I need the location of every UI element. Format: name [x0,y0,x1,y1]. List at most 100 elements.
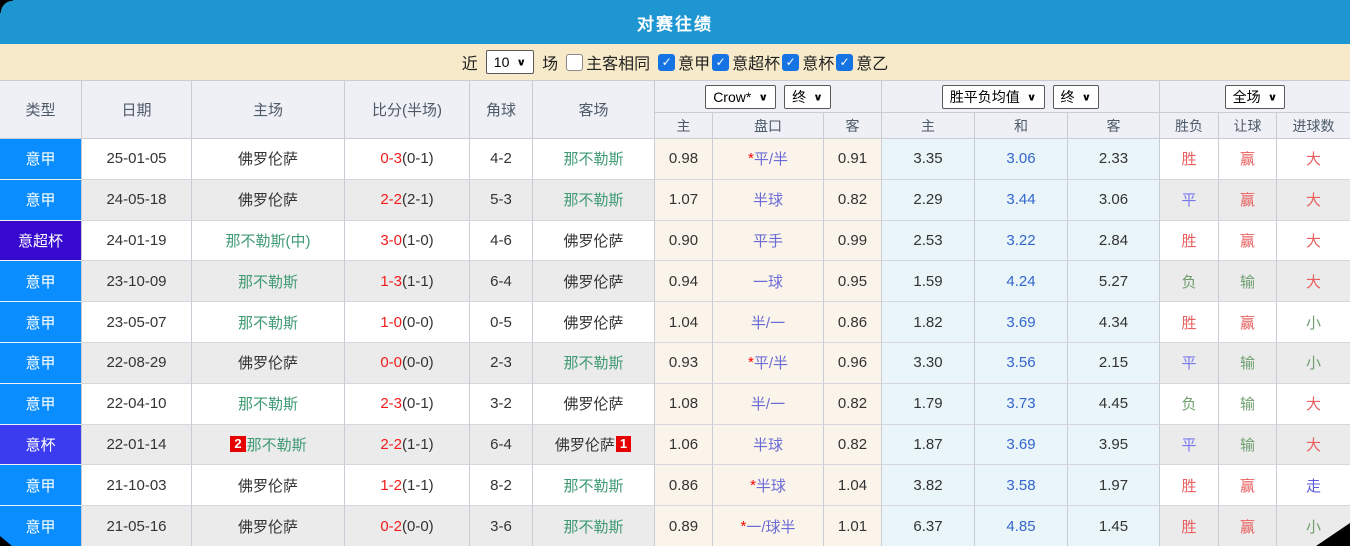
avg-away-cell: 5.27 [1068,261,1160,303]
team-name: 佛罗伦萨 [237,151,298,169]
header-dropdown-row: Crow* 终 胜平负均值 终 全场 [655,81,1350,113]
score-cell: 1-2 (1-1) [345,465,470,507]
odds-home-cell: 0.94 [655,261,713,303]
handicap-result-cell: 输 [1219,383,1277,425]
handicap-cell: * 平/半 [713,342,824,384]
avg-type-value: 胜平负均值 [949,88,1020,105]
date-cell: 22-04-10 [82,383,192,425]
recent-count-select[interactable]: 10 [485,50,535,74]
fulltime-score: 0-2 [380,517,402,535]
home-team-cell: 佛罗伦萨 [192,506,345,546]
corner-cell: 6-4 [470,261,533,303]
home-team-cell: 佛罗伦萨 [192,342,345,384]
table-row: 意甲 23-05-07 那不勒斯 1-0 (0-0) 0-5 佛罗伦萨 1.04 半/一 0.86… [0,302,1350,343]
handicap-result-cell: 赢 [1219,465,1277,507]
date-cell: 21-10-03 [82,465,192,507]
checkbox-icon[interactable] [836,53,854,71]
scope-select[interactable]: 全场 [1224,84,1286,109]
asterisk-mark: * [747,354,754,372]
type-cell: 意甲 [0,179,82,221]
corner-cell: 3-2 [470,383,533,425]
fulltime-score: 2-2 [380,191,402,209]
same-venue-filter[interactable]: 主客相同 [566,50,650,74]
corner-cell: 5-3 [470,179,533,221]
scope-value: 全场 [1232,88,1261,105]
team-name: 那不勒斯 [563,518,624,536]
corner-cell: 4-2 [470,139,533,180]
table-row: 意甲 21-05-16 佛罗伦萨 0-2 (0-0) 3-6 那不勒斯 0.89 * 一/球半 1.… [0,506,1350,546]
checkbox-icon[interactable] [782,53,800,71]
odds-away-cell: 0.95 [824,261,882,303]
odds-time-value: 终 [792,88,807,105]
avg-away-cell: 3.06 [1068,179,1160,221]
odds-home-cell: 0.90 [655,220,713,262]
odds-home-cell: 1.08 [655,383,713,425]
team-name: 佛罗伦萨 [237,518,298,536]
odds-source-value: Crow* [713,88,752,105]
handicap-cell: * 半球 [713,465,824,507]
fulltime-score: 1-2 [380,476,402,494]
red-card-badge: 2 [230,436,246,453]
team-name: 那不勒斯 [563,355,624,373]
handicap-text: 半球 [752,436,783,454]
handicap-text: 一球 [752,273,783,291]
avg-draw-cell: 3.06 [975,139,1068,180]
odds-time-select[interactable]: 终 [784,84,831,109]
fulltime-score: 0-3 [380,150,402,168]
avg-time-select[interactable]: 终 [1052,84,1100,109]
fulltime-score: 0-0 [380,354,402,372]
date-cell: 23-05-07 [82,302,192,343]
handicap-text: 平/半 [753,151,788,169]
home-team-cell: 佛罗伦萨 [192,179,345,221]
result-cell: 胜 [1160,220,1219,262]
league-filters: 意甲 意超杯 意杯 意乙 [658,50,888,74]
avg-draw-cell: 4.24 [975,261,1068,303]
result-cell: 平 [1160,342,1219,384]
avg-type-select[interactable]: 胜平负均值 [941,84,1045,109]
team-name: 佛罗伦萨 [563,314,624,332]
avg-home-cell: 3.82 [882,465,975,507]
page-title: 对赛往绩 [637,14,713,34]
sub-header-row: 主 盘口 客 主 和 客 胜负 让球 进球数 [655,113,1350,139]
score-cell: 2-2 (1-1) [345,424,470,466]
score-cell: 2-3 (0-1) [345,383,470,425]
handicap-result-cell: 赢 [1219,220,1277,262]
team-name: 那不勒斯 [563,192,624,210]
handicap-cell: 半球 [713,179,824,221]
date-cell: 25-01-05 [82,139,192,180]
league-filter[interactable]: 意甲 [658,50,710,74]
league-filter[interactable]: 意超杯 [712,50,780,74]
goals-result-cell: 大 [1277,179,1350,221]
checkbox-icon[interactable] [712,53,730,71]
league-label: 意杯 [802,56,835,73]
avg-home-cell: 3.30 [882,342,975,384]
handicap-text: 半/一 [750,396,786,414]
corner-artifact-bottom-left [0,536,12,546]
handicap-result-cell: 赢 [1219,179,1277,221]
away-team-cell: 那不勒斯 [533,342,655,384]
league-filter[interactable]: 意杯 [782,50,834,74]
avg-away-cell: 4.45 [1068,383,1160,425]
away-team-cell: 那不勒斯 [533,139,655,180]
date-cell: 21-05-16 [82,506,192,546]
league-label: 意乙 [856,56,889,73]
odds-source-select[interactable]: Crow* [705,84,777,109]
handicap-result-cell: 赢 [1219,302,1277,343]
avg-home-cell: 1.59 [882,261,975,303]
score-cell: 1-3 (1-1) [345,261,470,303]
checkbox-icon[interactable] [658,53,676,71]
score-cell: 3-0 (1-0) [345,220,470,262]
home-team-cell: 佛罗伦萨 [192,465,345,507]
checkbox-icon[interactable] [566,53,584,71]
subcol-avg-away: 客 [1068,113,1160,139]
table-row: 意甲 23-10-09 那不勒斯 1-3 (1-1) 6-4 佛罗伦萨 0.94 一球 0.95 1… [0,261,1350,303]
handicap-text: 半球 [752,192,783,210]
type-cell: 意甲 [0,506,82,546]
odds-away-cell: 1.01 [824,506,882,546]
odds-home-cell: 0.93 [655,342,713,384]
league-filter[interactable]: 意乙 [836,50,888,74]
table-row: 意甲 25-01-05 佛罗伦萨 0-3 (0-1) 4-2 那不勒斯 0.98 * 平/半 0.9… [0,139,1350,180]
type-cell: 意甲 [0,465,82,507]
handicap-result-cell: 赢 [1219,506,1277,546]
